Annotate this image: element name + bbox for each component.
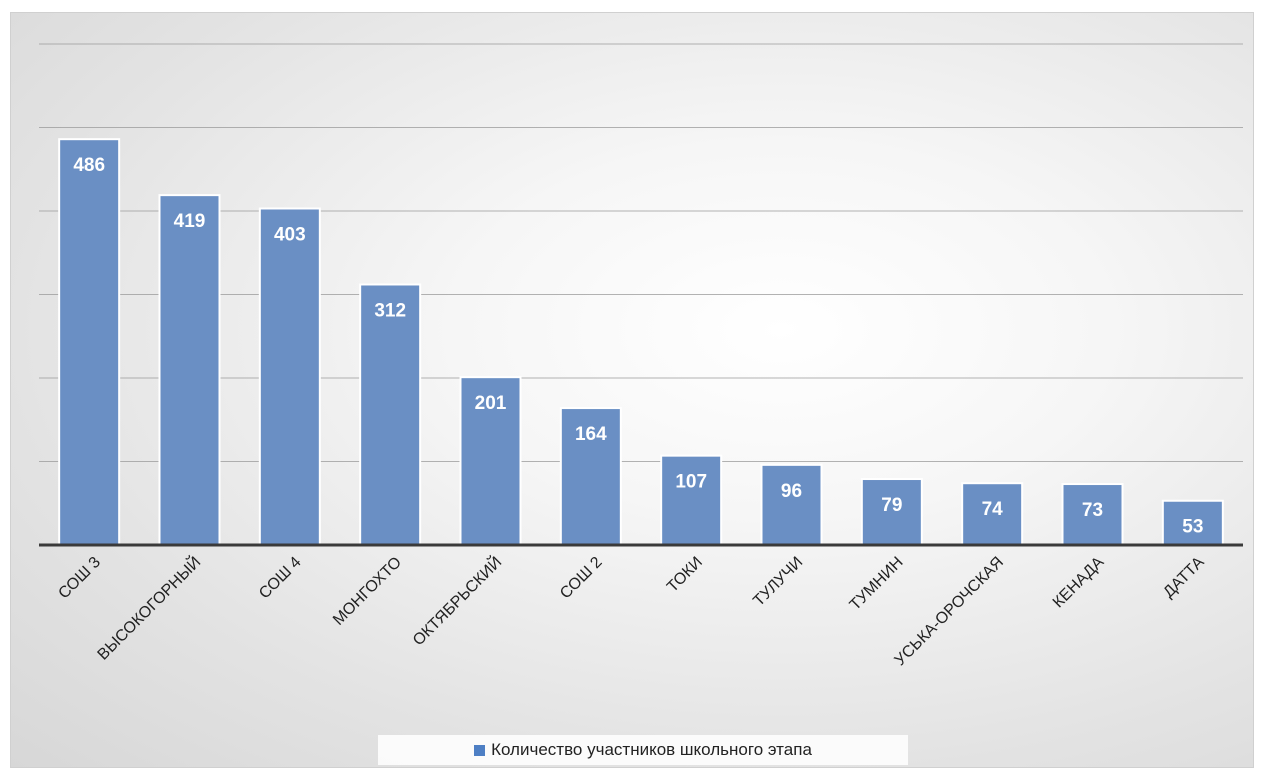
bar [860,478,923,546]
legend: Количество участников школьного этапа [378,735,908,765]
bar-chart: 486 419 403 312 201 164 107 96 79 74 73 53 СОШ 3ВЫС… [39,43,1243,669]
category-label: ТУМНИН [847,554,907,614]
bar [1061,483,1124,547]
bar [359,283,422,546]
category-label: СОШ 4 [256,554,305,603]
bar [58,138,121,546]
category-label: СОШ 2 [557,554,606,603]
category-label: ДАТТА [1160,554,1208,602]
data-label: 419 [174,211,206,232]
bar [660,454,723,546]
data-label: 403 [274,224,306,245]
data-label: 79 [881,495,902,516]
category-label: ВЫСОКОГОРНЫЙ [93,552,204,663]
category-label: ОКТЯБРЬСКИЙ [408,552,505,649]
chart-area: 486 419 403 312 201 164 107 96 79 74 73 53 СОШ 3 ВЫС… [10,12,1254,768]
bar [760,463,823,546]
bars [58,138,1224,547]
data-label: 312 [374,300,406,321]
bar [158,194,221,546]
category-label: УСЬКА-ОРОЧСКАЯ [892,554,1007,669]
category-label: ТОКИ [664,554,706,596]
bar [559,407,622,546]
category-label: КЕНАДА [1050,554,1108,612]
data-label: 486 [73,155,105,176]
category-label: МОНГОХТО [330,554,405,629]
bar [1161,499,1224,546]
legend-swatch [474,744,486,756]
bar [258,207,321,546]
data-label: 96 [781,481,802,502]
data-label: 201 [475,393,507,414]
data-label: 74 [982,499,1004,520]
category-label: ТУЛУЧИ [750,554,806,610]
data-label: 107 [675,472,707,493]
data-label: 164 [575,424,607,445]
category-label: СОШ 3 [55,554,104,603]
data-label: 53 [1182,517,1203,538]
legend-label: Количество участников школьного этапа [491,740,812,759]
gridlines [39,43,1243,462]
value-labels: 486 419 403 312 201 164 107 96 79 74 73 53 [73,155,1203,538]
data-label: 73 [1082,500,1103,521]
